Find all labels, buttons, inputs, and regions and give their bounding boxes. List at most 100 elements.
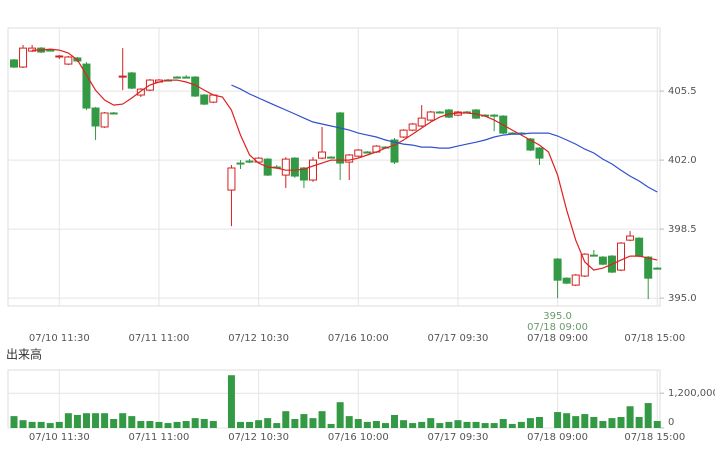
x-tick-label: 07/12 10:30 (228, 432, 289, 443)
candle-body (345, 154, 354, 163)
volume-bar (445, 421, 453, 428)
candle-body (635, 237, 644, 257)
volume-bar (336, 402, 344, 428)
volume-bar (55, 421, 63, 428)
y-tick-label: 0 (668, 417, 674, 428)
candle-body (535, 147, 544, 159)
volume-bar (427, 418, 435, 428)
volume-bar (608, 418, 616, 428)
volume-bar (155, 421, 163, 428)
volume-bar (46, 423, 54, 428)
volume-bar (517, 421, 525, 428)
candle-body (245, 160, 254, 163)
volume-bar (644, 403, 652, 428)
candle-body (390, 139, 399, 163)
volume-bar (327, 423, 335, 428)
volume-bar (572, 416, 580, 428)
candle-body (91, 107, 100, 127)
candle-body (299, 167, 308, 181)
candle-body (653, 267, 662, 270)
candle-body (82, 63, 91, 109)
volume-bar (64, 413, 72, 428)
annotation-value: 395.0 (543, 311, 572, 322)
x-tick-label: 07/18 15:00 (624, 333, 685, 344)
volume-bar (255, 420, 263, 428)
candle-body (136, 88, 145, 96)
candle-body (553, 258, 562, 281)
volume-bar (309, 418, 317, 428)
volume-bar (128, 416, 136, 428)
volume-bar (490, 423, 498, 428)
volume-bar (227, 375, 235, 428)
volume-bar (282, 411, 290, 428)
volume-bar (264, 418, 272, 428)
volume-bar (173, 421, 181, 428)
volume-bar (526, 418, 534, 428)
candle-body (55, 55, 64, 58)
volume-bar (554, 412, 562, 428)
y-tick-label: 405.5 (668, 86, 697, 97)
x-tick-label: 07/16 10:00 (328, 333, 389, 344)
volume-bar (291, 419, 299, 428)
volume-bar (653, 421, 661, 428)
y-tick-label: 402.0 (668, 155, 697, 166)
x-tick-label: 07/17 09:30 (428, 432, 489, 443)
volume-bar (10, 416, 18, 428)
volume-bar (318, 411, 326, 428)
volume-bar (418, 421, 426, 428)
volume-bar (73, 414, 81, 428)
volume-bar (19, 420, 27, 428)
candle-body (118, 75, 127, 78)
candle-body (598, 256, 607, 265)
volume-bar (617, 416, 625, 428)
volume-bar (273, 423, 281, 428)
volume-bar (535, 416, 543, 428)
volume-bar (101, 413, 109, 428)
volume-bar (237, 421, 244, 428)
candle-body (64, 56, 73, 65)
x-tick-label: 07/18 15:00 (624, 432, 685, 443)
candle-body (290, 157, 299, 177)
candle-body (127, 72, 136, 89)
candle-body (526, 138, 535, 151)
volume-bar (581, 414, 589, 428)
x-tick-label: 07/18 09:00 (527, 333, 588, 344)
candle-body (363, 151, 372, 154)
x-tick-label: 07/11 11:00 (129, 432, 190, 443)
candle-body (426, 111, 435, 121)
candle-body (109, 112, 118, 115)
y-tick-label: 398.5 (668, 224, 697, 235)
volume-bar (381, 423, 389, 428)
candle-body (626, 235, 635, 241)
volume-bar (436, 423, 444, 428)
candle-body (399, 129, 408, 138)
volume-bar (28, 421, 36, 428)
candle-body (354, 149, 363, 157)
candle-body (617, 242, 626, 271)
x-tick-label: 07/10 11:30 (29, 432, 90, 443)
volume-bar (508, 423, 516, 428)
y-tick-label: 395.0 (668, 293, 697, 304)
x-tick-label: 07/16 10:00 (328, 432, 389, 443)
candle-body (571, 274, 580, 286)
candle-body (417, 117, 426, 127)
candle-body (562, 277, 571, 284)
candle-body (589, 254, 598, 257)
moving-average-line (32, 48, 658, 271)
volume-bar (391, 414, 399, 428)
volume-bar (463, 421, 471, 428)
volume-bar (300, 414, 308, 428)
volume-bar (110, 419, 118, 428)
volume-bar (209, 421, 217, 428)
volume-bar (563, 413, 571, 428)
candle-body (100, 112, 109, 128)
x-tick-label: 07/11 11:00 (129, 333, 190, 344)
candle-body (227, 167, 236, 191)
x-tick-label: 07/17 09:30 (428, 333, 489, 344)
volume-bar (499, 419, 507, 428)
volume-bar (599, 421, 607, 428)
candle-body (490, 114, 499, 117)
volume-bar (400, 420, 408, 428)
volume-bar (191, 418, 199, 428)
volume-bar (137, 421, 145, 428)
